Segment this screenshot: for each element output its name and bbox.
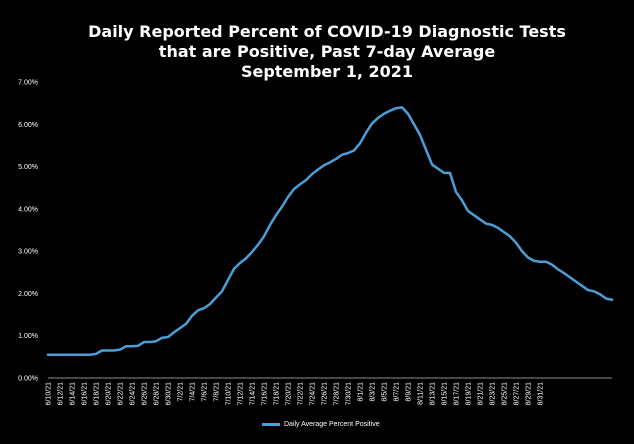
x-tick-label: 6/16/21 (82, 382, 89, 405)
x-tick-label: 8/7/21 (394, 382, 401, 402)
chart-title-line-1: Daily Reported Percent of COVID-19 Diagn… (88, 22, 566, 41)
x-tick-label: 8/19/21 (466, 382, 473, 405)
x-tick-label: 8/15/21 (442, 382, 449, 405)
x-tick-label: 8/27/21 (514, 382, 521, 405)
x-tick-label: 8/5/21 (382, 382, 389, 402)
y-tick-label: 0.00% (18, 376, 38, 383)
x-tick-label: 8/3/21 (370, 382, 377, 402)
x-tick-label: 8/25/21 (502, 382, 509, 405)
x-tick-label: 8/31/21 (538, 382, 545, 405)
x-tick-label: 7/28/21 (334, 382, 341, 405)
x-tick-label: 6/10/21 (46, 382, 53, 405)
x-tick-label: 6/14/21 (70, 382, 77, 405)
y-tick-label: 3.00% (18, 249, 38, 256)
x-tick-label: 7/8/21 (214, 382, 221, 402)
x-tick-label: 8/21/21 (478, 382, 485, 405)
series-line-daily-average (46, 106, 614, 356)
x-tick-label: 7/4/21 (190, 382, 197, 402)
x-tick-label: 6/18/21 (94, 382, 101, 405)
x-tick-label: 7/6/21 (202, 382, 209, 402)
x-tick-label: 6/28/21 (154, 382, 161, 405)
x-tick-label: 7/14/21 (250, 382, 257, 405)
x-tick-label: 7/12/21 (238, 382, 245, 405)
x-tick-label: 8/17/21 (454, 382, 461, 405)
x-tick-label: 7/24/21 (310, 382, 317, 405)
x-tick-label: 8/13/21 (430, 382, 437, 405)
y-tick-label: 7.00% (18, 80, 38, 87)
x-tick-label: 8/23/21 (490, 382, 497, 405)
y-tick-label: 4.00% (18, 206, 38, 213)
x-tick-label: 7/2/21 (178, 382, 185, 402)
x-tick-label: 6/20/21 (106, 382, 113, 405)
x-tick-label: 7/16/21 (262, 382, 269, 405)
legend: Daily Average Percent Positive (262, 418, 380, 430)
x-tick-label: 7/10/21 (226, 382, 233, 405)
legend-swatch (262, 422, 280, 426)
x-tick-label: 7/20/21 (286, 382, 293, 405)
x-tick-label: 6/12/21 (58, 382, 65, 405)
x-tick-label: 8/1/21 (358, 382, 365, 402)
x-tick-label: 7/26/21 (322, 382, 329, 405)
y-tick-label: 5.00% (18, 164, 38, 171)
series-layer (46, 106, 614, 356)
y-tick-label: 1.00% (18, 333, 38, 340)
x-tick-label: 6/24/21 (130, 382, 137, 405)
y-tick-label: 2.00% (18, 291, 38, 298)
legend-label: Daily Average Percent Positive (284, 420, 380, 428)
x-tick-label: 6/26/21 (142, 382, 149, 405)
x-tick-label: 8/11/21 (418, 382, 425, 405)
x-tick-label: 7/22/21 (298, 382, 305, 405)
chart-title-line-3: September 1, 2021 (240, 62, 414, 81)
x-tick-label: 8/9/21 (406, 382, 413, 402)
x-tick-label: 8/29/21 (526, 382, 533, 405)
x-tick-label: 7/18/21 (274, 382, 281, 405)
x-tick-label: 6/22/21 (118, 382, 125, 405)
chart-title-line-2: that are Positive, Past 7-day Average (158, 42, 496, 61)
x-tick-label: 7/30/21 (346, 382, 353, 405)
x-tick-label: 6/30/21 (166, 382, 173, 405)
y-axis: 0.00% 1.00% 2.00% 3.00% 4.00% 5.00% 6.00% 7.00% (18, 80, 38, 383)
x-axis: 6/10/21 6/12/21 6/14/21 6/16/21 6/18/21 6/20/… (46, 377, 612, 405)
chart-title: Daily Reported Percent of COVID-19 Diagn… (0, 22, 634, 82)
y-tick-label: 6.00% (18, 122, 38, 129)
